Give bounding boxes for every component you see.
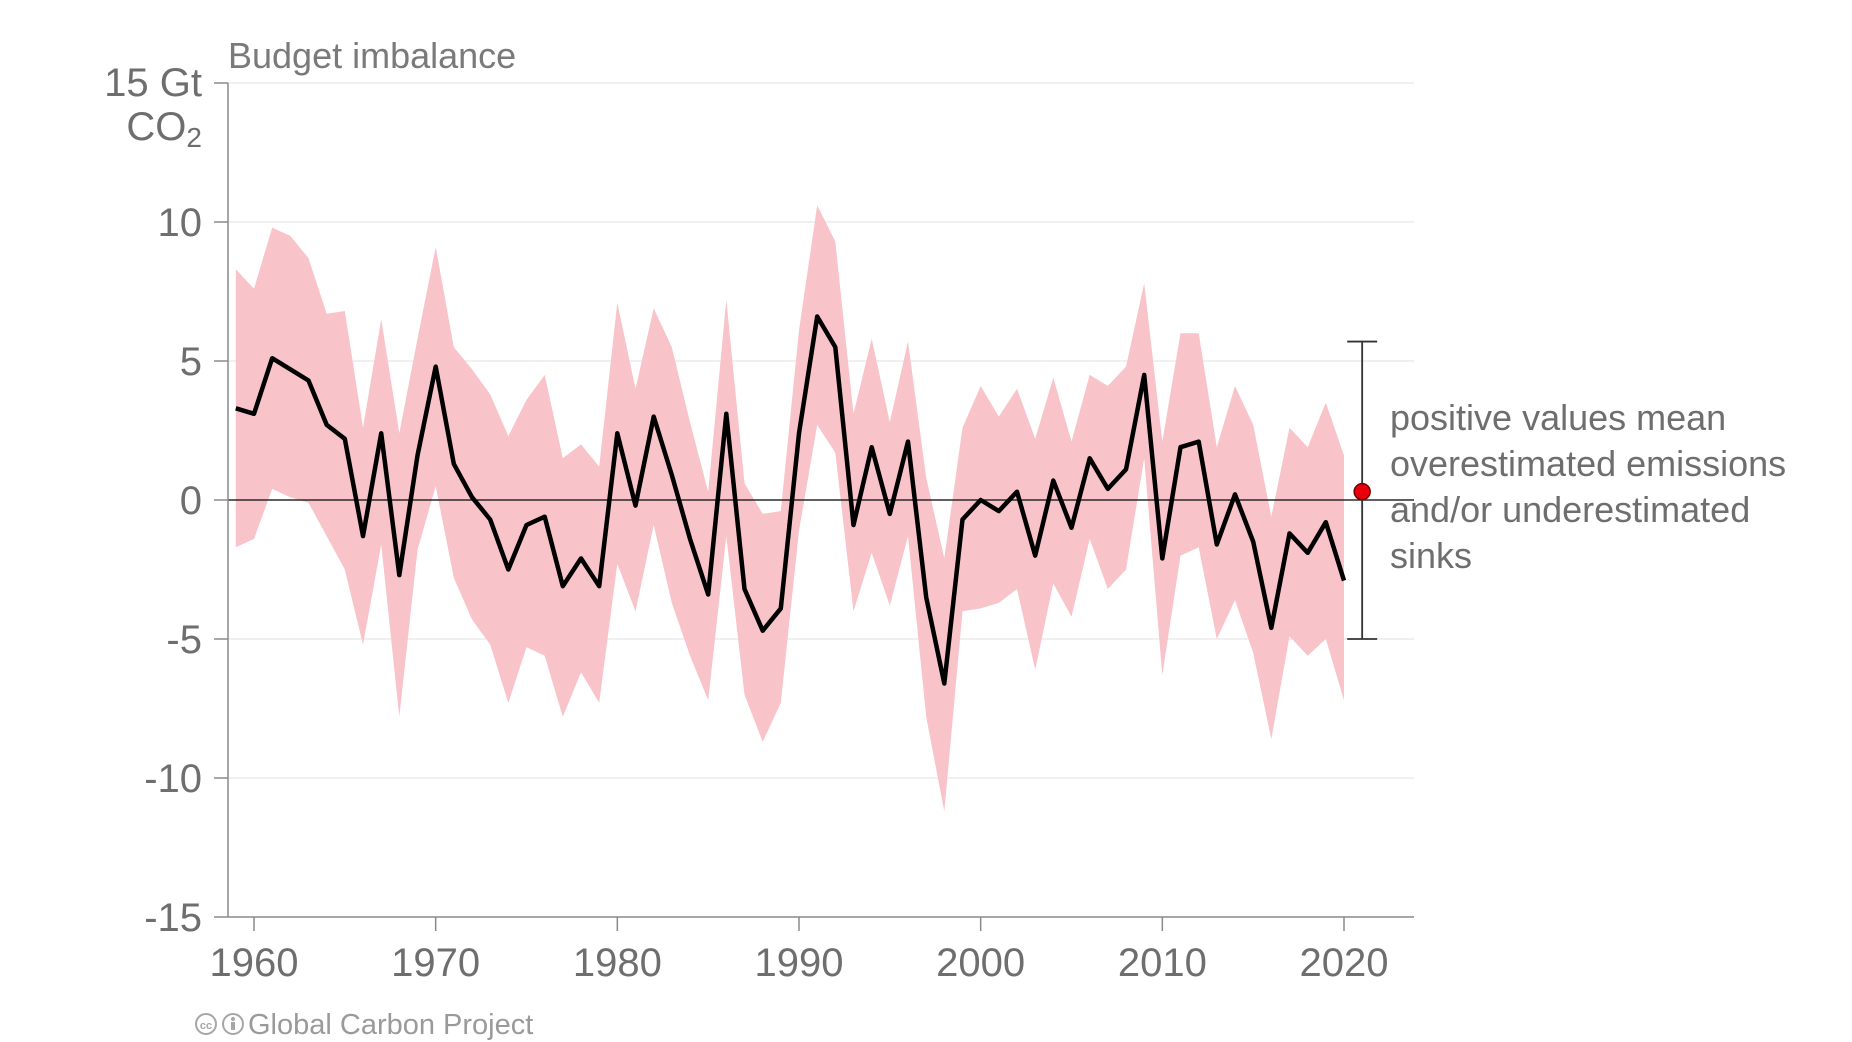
annotation-line-4: sinks (1390, 535, 1472, 576)
chart-title: Budget imbalance (228, 35, 516, 76)
estimate-layer (1347, 340, 1378, 640)
y-tick-label: 5 (180, 340, 202, 384)
x-tick-label: 2010 (1118, 941, 1207, 985)
annotation-line-1: positive values mean (1390, 397, 1726, 438)
svg-text:cc: cc (200, 1020, 212, 1032)
y-unit-co: CO (126, 105, 186, 149)
x-tick-label: 1960 (210, 941, 299, 985)
y-unit-subscript: 2 (186, 122, 202, 153)
x-tick-label: 1990 (755, 941, 844, 985)
x-tick-labels: 1960 1970 1980 1990 2000 2010 2020 (210, 941, 1389, 985)
y-tick-label: 10 (158, 201, 203, 245)
y-unit-line-1: 15 Gt (104, 61, 202, 105)
x-tick-label: 1970 (391, 941, 480, 985)
series-line-layer (235, 314, 1347, 686)
x-tick-label: 1980 (573, 941, 662, 985)
cc-icon (195, 1013, 217, 1035)
creative-commons-by-icon: cc (195, 1013, 244, 1035)
y-tick-label: -15 (144, 896, 202, 940)
y-unit-line-2: CO2 (126, 105, 202, 153)
y-tick-label: -5 (166, 618, 202, 662)
annotation-line-3: and/or underestimated (1390, 489, 1750, 530)
axes (214, 82, 1414, 931)
estimate-point (1353, 482, 1371, 501)
y-tick-label: -10 (144, 757, 202, 801)
x-tick-label: 2000 (936, 941, 1025, 985)
x-tick-label: 2020 (1300, 941, 1389, 985)
budget-imbalance-line (235, 314, 1347, 686)
annotation-line-2: overestimated emissions (1390, 443, 1786, 484)
by-icon (222, 1013, 244, 1035)
y-tick-labels: -15 -10 -5 0 5 10 (144, 201, 202, 940)
footer-credit: Global Carbon Project (248, 1009, 533, 1041)
y-tick-label: 0 (180, 479, 202, 523)
